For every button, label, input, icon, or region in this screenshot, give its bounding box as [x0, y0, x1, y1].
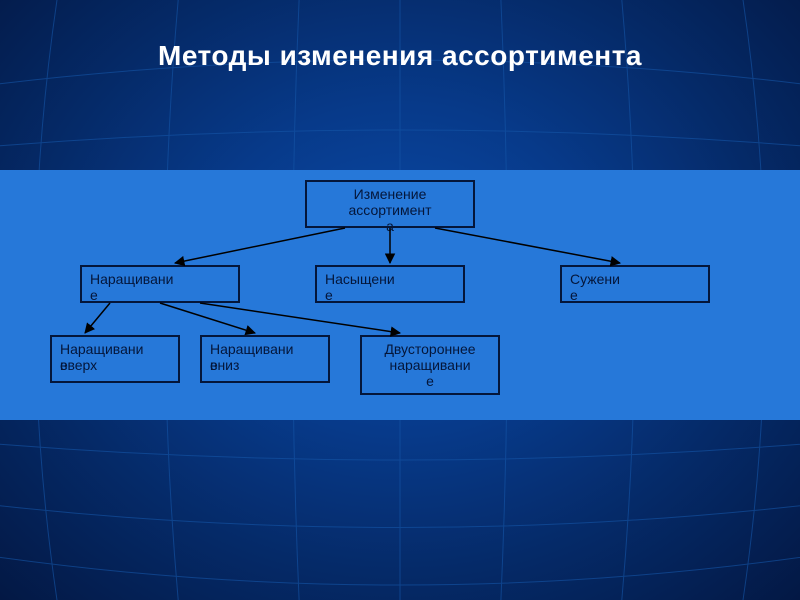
- node-grow: Наращивани е: [80, 265, 240, 303]
- node-grow-l2: е: [90, 287, 98, 303]
- node-satur-l2: е: [325, 287, 333, 303]
- slide-title: Методы изменения ассортимента: [0, 40, 800, 72]
- node-grow-l1: Наращивани: [90, 271, 173, 287]
- node-root-l2: ассортимент: [349, 202, 432, 218]
- node-down: Наращивани е вниз: [200, 335, 330, 383]
- node-shrink-l2: е: [570, 287, 578, 303]
- node-shrink-l1: Сужени: [570, 271, 620, 287]
- diagram-panel: Изменение ассортимент а Наращивани е Нас…: [0, 170, 800, 420]
- node-shrink: Сужени е: [560, 265, 710, 303]
- node-both-l3: е: [426, 373, 434, 389]
- node-both-l2: наращивани: [389, 357, 470, 373]
- node-down-overlay: е: [210, 357, 218, 373]
- node-up: Наращивани е вверх: [50, 335, 180, 383]
- node-up-l1: Наращивани: [60, 341, 143, 357]
- node-root: Изменение ассортимент а: [305, 180, 475, 228]
- node-both-l1: Двустороннее: [384, 341, 475, 357]
- node-down-l1: Наращивани: [210, 341, 293, 357]
- node-root-l3: а: [386, 218, 394, 234]
- node-up-overlay: е: [60, 357, 68, 373]
- node-satur-l1: Насыщени: [325, 271, 395, 287]
- node-root-l1: Изменение: [354, 186, 427, 202]
- slide: Методы изменения ассортимента Изменение …: [0, 0, 800, 600]
- node-satur: Насыщени е: [315, 265, 465, 303]
- node-both: Двустороннее наращивани е: [360, 335, 500, 395]
